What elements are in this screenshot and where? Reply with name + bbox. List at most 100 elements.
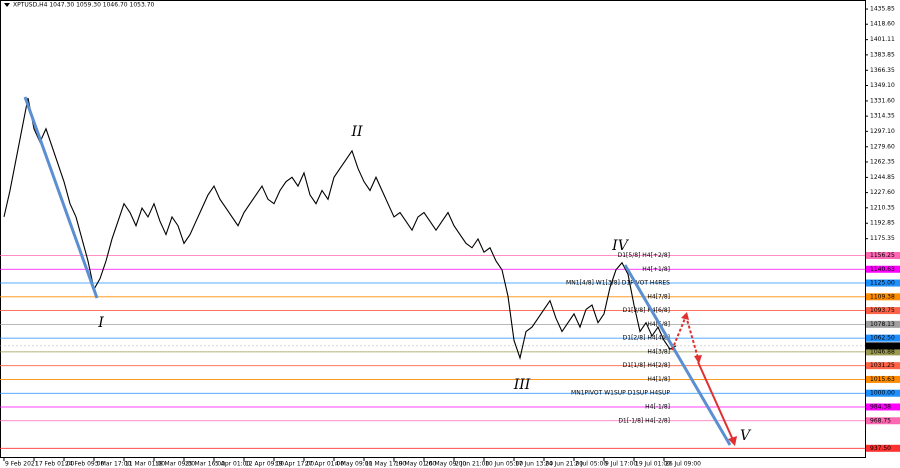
y-tick-label: 1244.85 <box>870 174 895 181</box>
x-tick-label: 2 Jun 21:00 <box>455 461 489 468</box>
last-price-label: 1053.70 <box>870 342 895 349</box>
axis-badge-label: 1078.13 <box>870 321 895 328</box>
axis-badge-label: 1109.38 <box>870 293 895 300</box>
axis-badge-label: 1062.50 <box>870 335 895 342</box>
level-label: MN1[4/8] W1[3/8] D1PIVOT H4RES <box>566 280 670 287</box>
axis-badge <box>866 417 900 425</box>
y-tick-label: 1383.85 <box>870 51 895 58</box>
level-label: D1[1/8] H4[2/8] <box>623 362 670 369</box>
x-tick-label: 11 May 17:00 <box>365 461 406 468</box>
wave-label: V <box>740 428 752 444</box>
plot-frame <box>0 0 866 458</box>
x-tick-label: 26 Jul 09:00 <box>665 461 701 468</box>
projection-arrow <box>694 355 702 364</box>
axis-badge <box>866 320 900 328</box>
y-tick-label: 1297.10 <box>870 128 895 135</box>
y-tick-label: 1366.35 <box>870 67 895 74</box>
axis-badge-label: 1093.75 <box>870 307 895 314</box>
y-tick-label: 1349.10 <box>870 82 895 89</box>
level-label: MN1PIVOT W1SUP D1SUP H4SUP <box>571 390 670 397</box>
axis-badge <box>866 444 900 452</box>
axis-badge <box>866 251 900 259</box>
price-line <box>3 97 677 360</box>
axis-badge-label: 1046.88 <box>870 348 895 355</box>
x-tick-label: 17 Feb 01:00 <box>35 461 75 468</box>
axis-badge <box>866 362 900 370</box>
level-label: H4[1/8] <box>647 376 670 383</box>
y-tick-label: 1210.35 <box>870 204 895 211</box>
axis-badge-label: 1156.25 <box>870 252 895 259</box>
x-tick-label: 4 May 09:00 <box>335 461 373 468</box>
level-label: D1[5/8] H4[+2/8] <box>618 252 670 259</box>
axis-badge <box>866 293 900 301</box>
x-tick-label: 24 Jun 21:00 <box>545 461 583 468</box>
y-tick-label: 1435.85 <box>870 6 895 13</box>
x-tick-label: 3 Mar 17:00 <box>95 461 131 468</box>
trend-line <box>23 96 99 299</box>
y-tick-label: 1279.60 <box>870 143 895 150</box>
x-tick-label: 12 Apr 09:00 <box>245 461 284 468</box>
axis-badge-label: 937.50 <box>870 445 891 452</box>
level-label: D1[2/8] H4[4/8] <box>623 335 670 342</box>
axis-badge-label: 1140.63 <box>870 266 895 273</box>
axis-badge-label: 968.75 <box>870 417 891 424</box>
x-tick-label: 24 Feb 09:00 <box>65 461 105 468</box>
y-tick-label: 1418.60 <box>870 21 895 28</box>
axis-badge <box>866 265 900 273</box>
chart-title: XPTUSD,H4 1047.30 1059.30 1046.70 1053.7… <box>13 2 155 9</box>
x-tick-label: 27 Apr 01:00 <box>305 461 344 468</box>
x-tick-label: 10 Jun 05:00 <box>485 461 523 468</box>
axis-badge <box>866 389 900 397</box>
x-tick-label: 11 Mar 01:00 <box>125 461 165 468</box>
level-label: H4[-1/8] <box>645 403 670 410</box>
x-tick-label: 25 Mar 16:00 <box>185 461 225 468</box>
level-label: H4[7/8] <box>647 293 670 300</box>
axis-badge <box>866 279 900 287</box>
axis-badge <box>866 375 900 383</box>
level-label: D1[-1/8] H4[-2/8] <box>618 417 670 424</box>
x-tick-label: 19 Apr 17:00 <box>275 461 314 468</box>
projection-arrow <box>728 436 737 446</box>
axis-badge-label: 1125.00 <box>870 280 895 287</box>
y-tick-label: 1331.60 <box>870 97 895 104</box>
x-tick-label: 17 Jun 13:00 <box>515 461 553 468</box>
wave-label: II <box>350 124 363 140</box>
x-tick-label: 9 Feb 2021 <box>5 461 39 468</box>
x-tick-label: 9 Jul 17:00 <box>605 461 637 468</box>
axis-badge <box>866 307 900 315</box>
y-tick-label: 1401.11 <box>870 36 895 43</box>
projection-line <box>671 315 687 351</box>
axis-badge-label: 1015.63 <box>870 376 895 383</box>
y-tick-label: 1192.85 <box>870 220 895 227</box>
y-tick-label: 1227.60 <box>870 189 895 196</box>
level-label: H4[3/8] <box>647 348 670 355</box>
wave-label: III <box>513 377 531 393</box>
axis-badge-label: 1000.00 <box>870 390 895 397</box>
price-layer <box>3 97 677 360</box>
y-tick-label: 1175.35 <box>870 235 895 242</box>
axis-badge <box>866 334 900 342</box>
x-tick-label: 18 Mar 09:00 <box>155 461 195 468</box>
axis-badge-label: 984.38 <box>870 403 891 410</box>
last-price-badge <box>866 342 900 350</box>
x-tick-label: 5 Apr 01:00 <box>215 461 250 468</box>
y-tick-label: 1262.35 <box>870 158 895 165</box>
symbol-marker <box>4 3 10 7</box>
level-label: H4[+1/8] <box>642 266 670 273</box>
levels: D1[5/8] H4[+2/8] 1156.25 H4[+1/8] 1140.63 MN… <box>0 251 900 452</box>
level-label: D1[3/8] H4[6/8] <box>623 307 670 314</box>
wave-label: I <box>97 315 104 331</box>
x-tick-label: 26 May 09:00 <box>425 461 466 468</box>
x-tick-label: 19 Jul 01:00 <box>635 461 671 468</box>
trend-line <box>623 264 732 446</box>
axis-badge <box>866 348 900 356</box>
y-tick-label: 1314.35 <box>870 113 895 120</box>
axis-badge-label: 1031.25 <box>870 362 895 369</box>
axis-badge <box>866 403 900 411</box>
projection-line <box>697 361 734 441</box>
projection-line <box>685 315 699 359</box>
x-tick-label: 2 Jul 05:00 <box>575 461 607 468</box>
wave-label: IV <box>611 238 630 254</box>
